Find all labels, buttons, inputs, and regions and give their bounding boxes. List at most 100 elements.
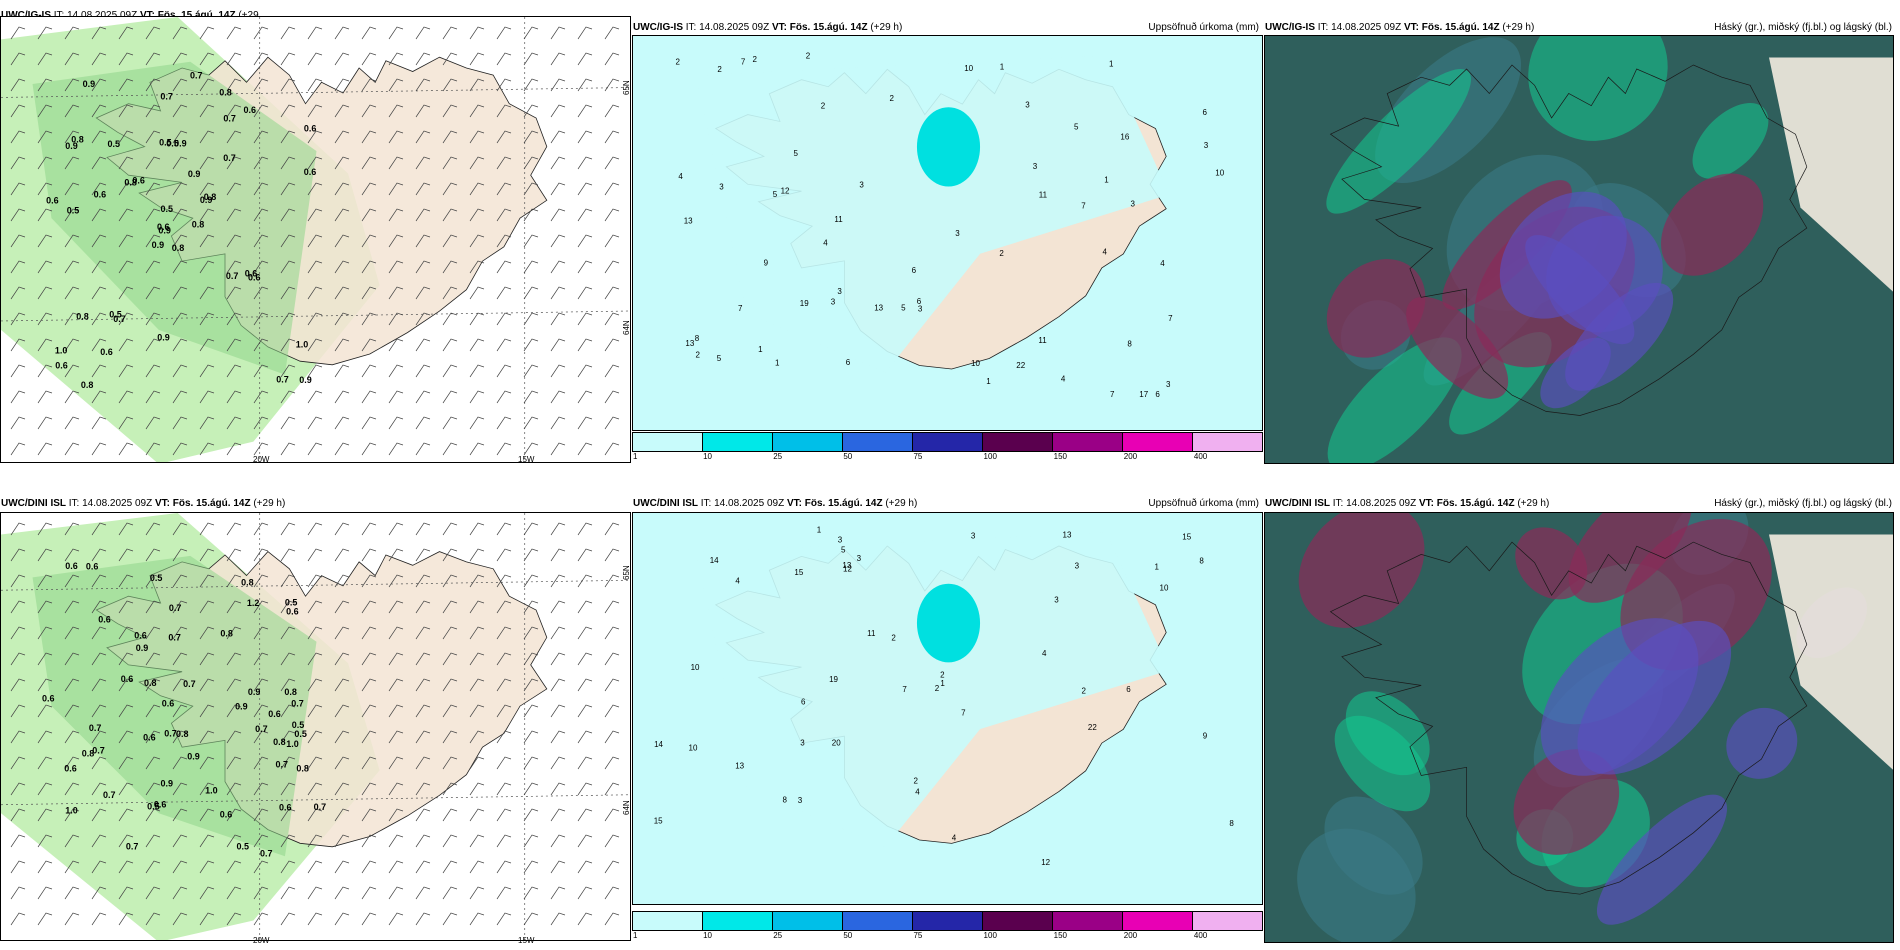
- wind-barb: [415, 442, 431, 456]
- wind-barb: [496, 886, 512, 900]
- wind-barb: [415, 182, 431, 196]
- wind-barb: [577, 312, 593, 326]
- wind-barb: [523, 78, 539, 92]
- wind-barb: [64, 678, 80, 692]
- wind-barb: [253, 260, 269, 274]
- high-cloud-band: [1568, 513, 1692, 603]
- wind-barb: [550, 886, 566, 900]
- precip-value-label: 11: [1039, 190, 1048, 199]
- wind-barb: [226, 886, 242, 900]
- precip-value-label: 5: [1074, 123, 1079, 132]
- wind-barb: [442, 782, 458, 796]
- gust-value-label: 0.8: [204, 192, 217, 202]
- gust-value-label: 1.0: [65, 805, 78, 815]
- wind-barb: [361, 130, 377, 144]
- wind-barb: [37, 156, 53, 170]
- wind-barb: [307, 548, 323, 562]
- map-frame[interactable]: 0.8 0.9 0.9 1.0 0.9 0.7 0.8 0.9 0.7 0.8 0.9 0.9 0.5 0…: [0, 16, 631, 463]
- wind-barb: [415, 860, 431, 874]
- wind-barb: [442, 886, 458, 900]
- wind-barb: [415, 234, 431, 248]
- wind-barb: [37, 652, 53, 666]
- gust-value-label: 0.6: [245, 269, 258, 279]
- wind-barb: [550, 756, 566, 770]
- precip-value-label: 16: [1120, 132, 1129, 141]
- panel-title: UWC/DINI ISL IT: 14.08.2025 09Z VT: Fös.…: [633, 498, 918, 509]
- wind-barb: [37, 522, 53, 536]
- precip-value-label: 5: [901, 304, 906, 313]
- wind-barb: [469, 834, 485, 848]
- map-frame[interactable]: [1264, 35, 1894, 464]
- cloud-edge-band: [1528, 36, 1668, 141]
- wind-barb: [280, 52, 296, 66]
- wind-barb: [361, 912, 377, 926]
- wind-barb: [172, 312, 188, 326]
- wind-barb: [253, 522, 269, 536]
- wind-barb: [199, 600, 215, 614]
- precip-value-label: 3: [859, 181, 864, 190]
- wind-barb: [199, 442, 215, 456]
- wind-barb: [91, 78, 107, 92]
- map-frame[interactable]: [1264, 512, 1894, 943]
- precip-value-label: 6: [912, 266, 917, 275]
- wind-barb: [172, 52, 188, 66]
- map-frame[interactable]: 0.7 0.7 0.6 1.0 0.8 0.6 0.6 0.7 0.6 0.8 0.8 0.7 0.9 1…: [0, 512, 631, 941]
- wind-barb: [361, 260, 377, 274]
- wind-barb: [172, 782, 188, 796]
- wind-barb: [64, 548, 80, 562]
- wind-barb: [334, 730, 350, 744]
- wind-barb: [37, 208, 53, 222]
- wind-barb: [604, 208, 620, 222]
- wind-barb: [388, 756, 404, 770]
- wind-barb: [604, 338, 620, 352]
- wind-barb: [469, 730, 485, 744]
- wind-barb: [469, 338, 485, 352]
- gust-value-label: 0.7: [314, 802, 327, 812]
- gust-value-label: 1.0: [205, 785, 218, 795]
- wind-barb: [604, 808, 620, 822]
- wind-barb: [64, 52, 80, 66]
- wind-barb: [361, 808, 377, 822]
- wind-barb: [64, 808, 80, 822]
- colorbar-swatch: [843, 912, 913, 930]
- wind-barb: [577, 78, 593, 92]
- wind-barb: [496, 286, 512, 300]
- gust-value-label: 0.7: [168, 632, 181, 642]
- wind-barb: [37, 286, 53, 300]
- wind-barb: [604, 286, 620, 300]
- wind-barb: [91, 756, 107, 770]
- wind-barb: [334, 442, 350, 456]
- precip-value-label: 6: [846, 358, 851, 367]
- wind-barb: [64, 442, 80, 456]
- wind-barb: [118, 26, 134, 40]
- map-frame[interactable]: 2 14 14 19 12 10 15 8 22 15 20 10 11 9 13 13 15 5 6 7 8 3 4 12 1…: [632, 512, 1263, 905]
- precip-value-label: 1: [758, 345, 763, 354]
- colorbar-swatch: [983, 433, 1053, 451]
- wind-barb: [253, 286, 269, 300]
- wind-barb: [253, 338, 269, 352]
- wind-barb: [253, 156, 269, 170]
- mid-level-band: [1596, 794, 1728, 925]
- wind-barb: [172, 104, 188, 118]
- wind-barb: [523, 860, 539, 874]
- precip-value-label: 4: [735, 577, 740, 586]
- wind-barb: [10, 756, 26, 770]
- wind-barb: [388, 704, 404, 718]
- wind-map: 0.80.90.91.00.90.70.80.90.70.80.90.90.50…: [1, 17, 630, 462]
- map-frame[interactable]: 6 5 7 4 6 2 5 4 3 7 3 10 2 7 11 11 3 10 6 3 17 12 22 19 8 11 10 8 16…: [632, 35, 1263, 431]
- precip-value-label: 4: [1042, 649, 1047, 658]
- wind-barb: [496, 730, 512, 744]
- wind-barb: [253, 548, 269, 562]
- wind-barb: [280, 886, 296, 900]
- wind-barb: [604, 130, 620, 144]
- high-cloud-band: [1513, 749, 1620, 855]
- wind-barb: [64, 626, 80, 640]
- wind-barb: [469, 52, 485, 66]
- gust-value-label: 0.7: [169, 603, 182, 613]
- precip-value-label: 3: [837, 287, 842, 296]
- panel-right-label: Háský (gr.), miðský (fj.bl.) og lágský (…: [1714, 498, 1892, 509]
- precip-colorbar: [632, 432, 1263, 452]
- wind-barb: [91, 416, 107, 430]
- wind-barb: [64, 886, 80, 900]
- wind-barb: [253, 860, 269, 874]
